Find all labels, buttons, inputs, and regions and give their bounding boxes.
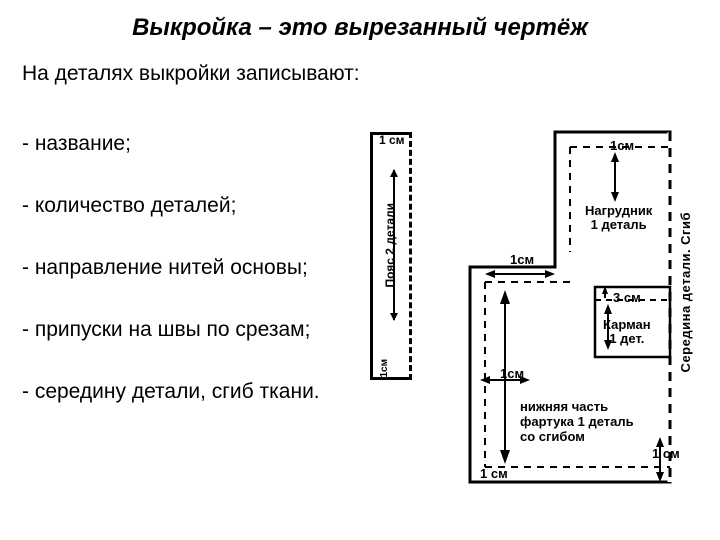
bullet-item: - направление нитей основы; [22,256,372,280]
bullet-item: - середину детали, сгиб ткани. [22,380,372,404]
page-title: Выкройка – это вырезанный чертёж [0,14,720,42]
subtitle: На деталях выкройки записывают: [22,62,360,86]
label-bib: Нагрудник1 деталь [585,204,652,233]
label-left-margin: 1см [500,366,524,381]
label-top-margin: 1см [610,138,634,153]
label-step-margin: 1см [510,252,534,267]
label-pocket: Карман1 дет. [603,318,651,347]
bullet-item: - название; [22,132,372,156]
label-pocket-margin: 3 см [613,290,641,305]
bullet-item: - припуски на швы по срезам; [22,318,372,342]
label-bottom: 1 см [480,466,508,481]
label-fold-line: Середина детали. Сгиб [678,212,693,372]
pattern-svg [370,122,710,502]
label-main-piece: нижняя часть фартука 1 деталь со сгибом [520,400,650,445]
bullet-item: - количество деталей; [22,194,372,218]
bullet-list: - название; - количество деталей; - напр… [22,132,372,442]
label-bottom-right: 1 см [652,446,680,461]
pattern-diagram: 1 см Пояс 2 детали 1см [370,122,710,522]
